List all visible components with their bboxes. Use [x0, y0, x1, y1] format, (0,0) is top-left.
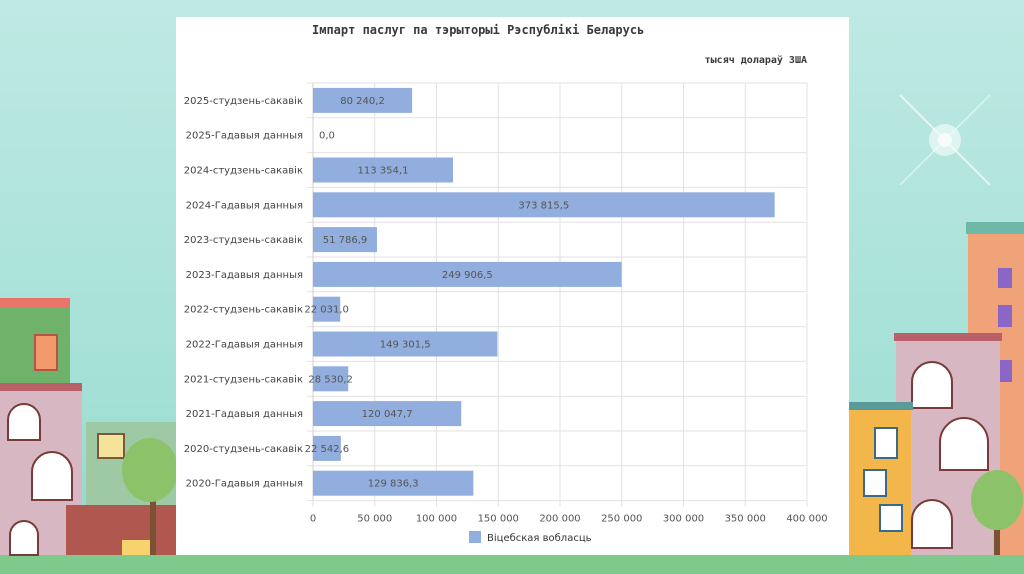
x-axis-ticks: 0 50 000 100 000 150 000 200 000 250 000 300 0…	[310, 514, 828, 525]
unit-label: тысяч долараў ЗША	[705, 54, 807, 66]
chart-title: Імпарт паслуг па тэрыторыі Рэспублікі Бе…	[312, 23, 644, 37]
data-label: 28 530,2	[308, 374, 353, 385]
category-label: 2020-студзень-сакавік	[184, 443, 303, 455]
bar[interactable]	[313, 261, 622, 287]
x-tick-label: 350 000	[725, 514, 766, 525]
category-label: 2021-Гадавыя данныя	[186, 409, 303, 420]
data-label: 149 301,5	[380, 340, 431, 351]
x-tick-label: 250 000	[601, 514, 642, 525]
x-tick-label: 150 000	[478, 514, 519, 525]
x-tick-label: 300 000	[663, 514, 704, 525]
chart-card: Імпарт паслуг па тэрыторыі Рэспублікі Бе…	[176, 17, 849, 555]
data-label: 22 542,6	[305, 444, 350, 455]
x-tick-label: 400 000	[786, 514, 827, 525]
data-labels: 80 240,2 0,0 113 354,1 373 815,5 51 786,9 249…	[304, 96, 569, 490]
grid	[307, 82, 808, 507]
x-tick-label: 200 000	[539, 514, 580, 525]
tree-left	[122, 438, 178, 555]
bar[interactable]	[313, 296, 341, 322]
data-label: 113 354,1	[358, 166, 409, 177]
data-label: 80 240,2	[340, 96, 385, 107]
category-label: 2023-студзень-сакавік	[184, 234, 303, 246]
sparkle-icon	[899, 94, 991, 186]
category-label: 2025-студзень-сакавік	[184, 95, 303, 107]
category-label: 2024-Гадавыя данныя	[186, 200, 303, 211]
legend-swatch[interactable]	[469, 531, 481, 543]
bar[interactable]	[313, 470, 474, 496]
data-label: 51 786,9	[323, 235, 368, 246]
data-label: 373 815,5	[518, 200, 569, 211]
bar[interactable]	[313, 157, 453, 183]
category-label: 2022-студзень-сакавік	[184, 304, 303, 316]
data-label: 120 047,7	[362, 409, 413, 420]
category-label: 2024-студзень-сакавік	[184, 165, 303, 177]
legend[interactable]: Віцебская вобласць	[469, 531, 592, 544]
category-label: 2021-студзень-сакавік	[184, 373, 303, 385]
bar[interactable]	[313, 227, 377, 253]
tree-right	[971, 470, 1023, 555]
category-label: 2022-Гадавыя данныя	[186, 340, 303, 351]
bar[interactable]	[313, 331, 498, 357]
bars	[313, 87, 775, 496]
category-labels: 2025-студзень-сакавік 2025-Гадавыя данныя…	[184, 95, 303, 490]
legend-label[interactable]: Віцебская вобласць	[487, 532, 592, 544]
data-label: 129 836,3	[368, 479, 419, 490]
bar-chart: Імпарт паслуг па тэрыторыі Рэспублікі Бе…	[184, 23, 828, 544]
bar[interactable]	[313, 401, 462, 427]
data-label: 249 906,5	[442, 270, 493, 281]
category-label: 2020-Гадавыя данныя	[186, 479, 303, 490]
category-label: 2023-Гадавыя данныя	[186, 270, 303, 281]
x-tick-label: 0	[310, 514, 316, 525]
bar[interactable]	[313, 435, 341, 461]
x-tick-label: 100 000	[416, 514, 457, 525]
category-label: 2025-Гадавыя данныя	[186, 131, 303, 142]
data-label: 22 031,0	[304, 305, 349, 316]
bar[interactable]	[313, 87, 413, 113]
bar[interactable]	[313, 366, 349, 392]
x-tick-label: 50 000	[357, 514, 392, 525]
bar[interactable]	[313, 192, 775, 218]
left-buildings	[0, 298, 176, 556]
data-label: 0,0	[319, 131, 335, 142]
